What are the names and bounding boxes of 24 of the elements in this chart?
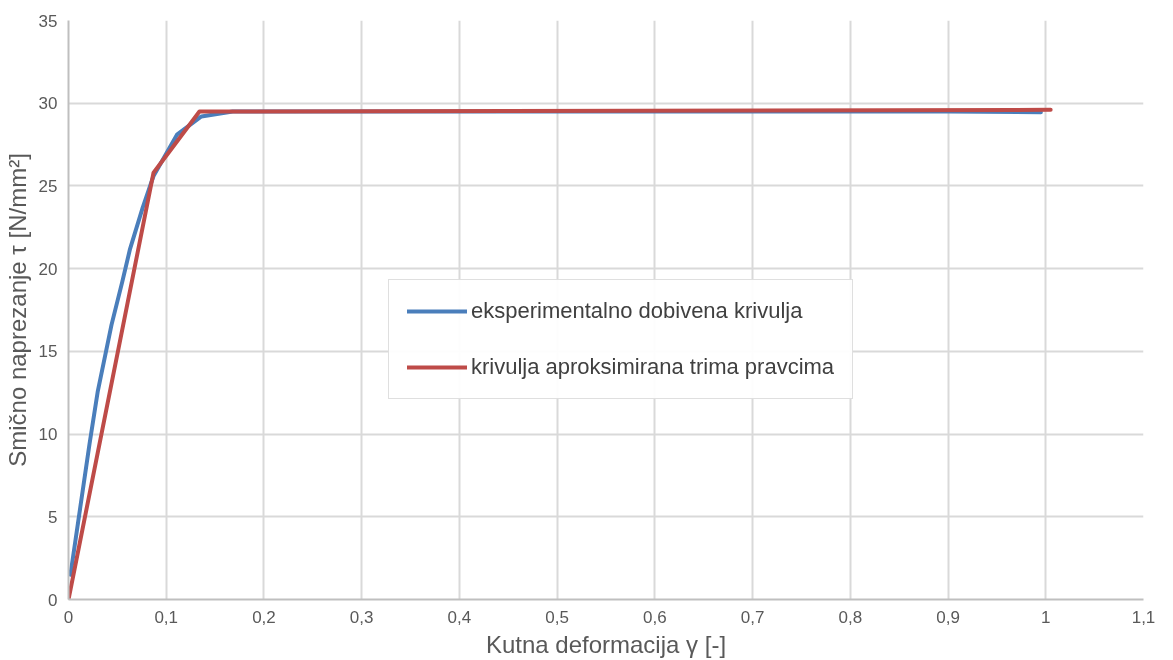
y-tick-label: 5 — [48, 507, 58, 527]
x-tick-label: 0,4 — [447, 607, 472, 627]
x-tick-label: 0 — [63, 607, 74, 627]
x-tick-label: 1,1 — [1131, 607, 1156, 627]
x-tick-label: 0,9 — [936, 607, 960, 627]
y-tick-label: 25 — [38, 176, 58, 196]
y-tick-label: 35 — [38, 11, 58, 31]
x-tick-label: 1 — [1041, 607, 1051, 627]
x-axis-title: Kutna deformacija γ [-] — [485, 630, 727, 658]
x-tick-label: 0,2 — [252, 607, 276, 627]
x-tick-label: 0,8 — [838, 607, 863, 627]
x-tick-label: 0,3 — [349, 607, 374, 627]
x-tick-label: 0,1 — [154, 607, 179, 627]
legend-label: krivulja aproksimirana trima pravcima — [471, 354, 835, 380]
x-tick-label: 0,5 — [545, 607, 569, 627]
y-tick-label: 0 — [48, 590, 58, 610]
x-tick-label: 0,6 — [643, 607, 667, 627]
x-tick-label: 0,7 — [740, 607, 765, 627]
y-tick-label: 10 — [38, 425, 58, 445]
y-tick-label: 30 — [38, 94, 58, 114]
y-axis-title: Smično naprezanje τ [N/mm²] — [3, 153, 31, 467]
legend-label: eksperimentalno dobivena krivulja — [471, 298, 803, 324]
y-tick-label: 20 — [38, 259, 58, 279]
y-tick-label: 15 — [38, 342, 58, 362]
